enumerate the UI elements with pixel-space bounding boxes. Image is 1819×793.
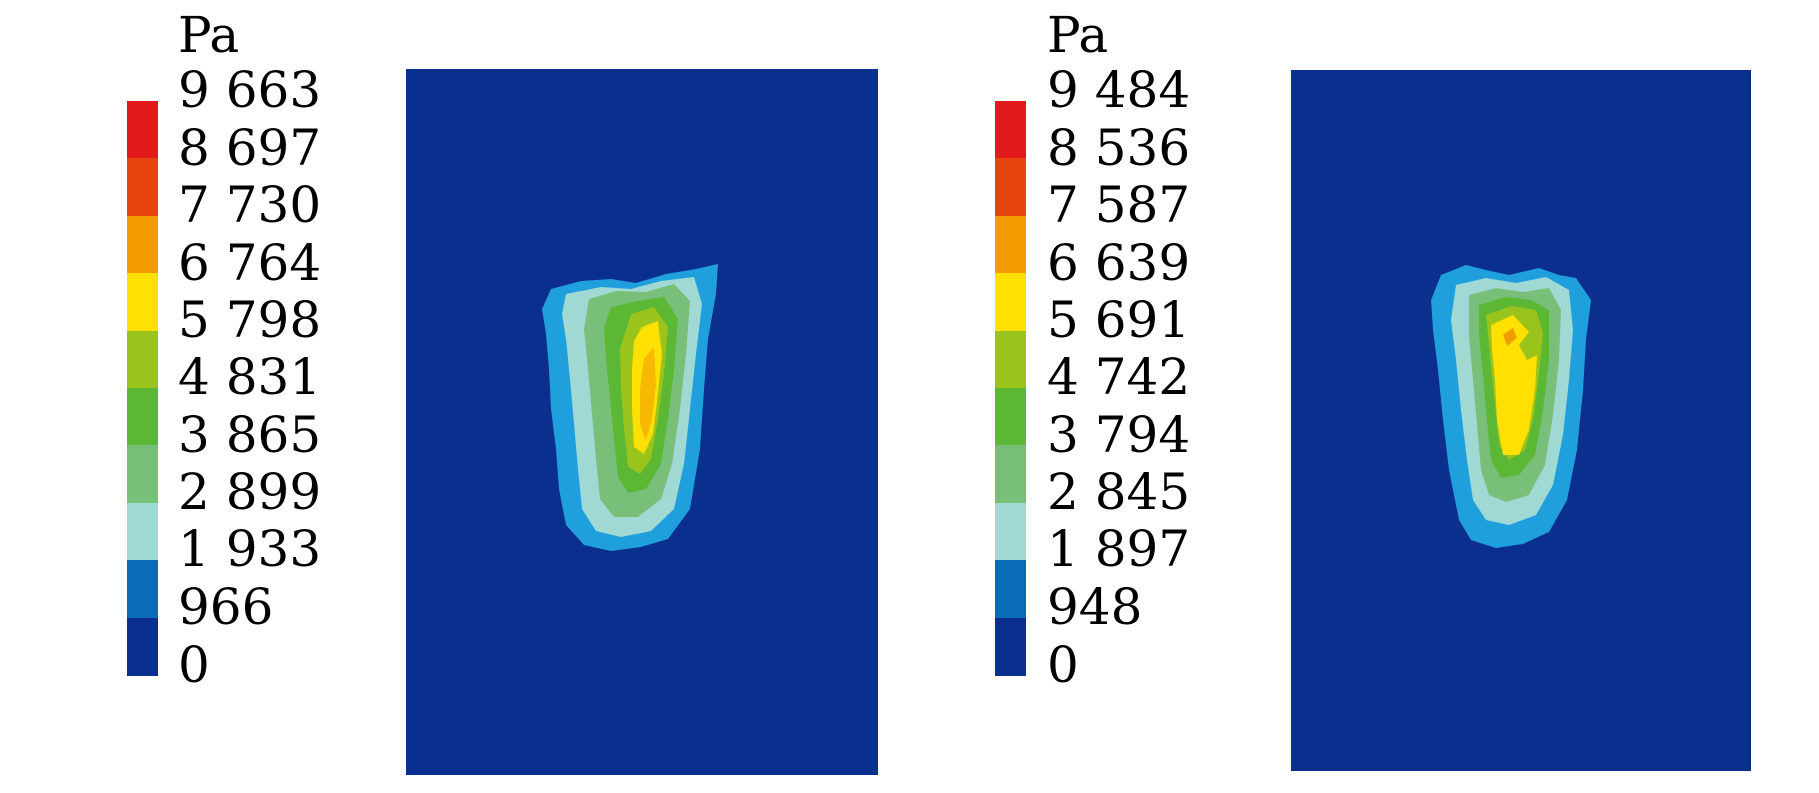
colorbar-swatch xyxy=(995,617,1026,676)
colorbar-swatch xyxy=(995,273,1026,332)
colorbar-swatch xyxy=(127,617,158,676)
colorbar-tick-label: 7 730 xyxy=(178,176,322,234)
colorbar-swatch xyxy=(995,388,1026,446)
colorbar-swatch xyxy=(127,502,158,561)
colorbar-tick-label: 5 798 xyxy=(178,291,322,349)
contour-level-6639 xyxy=(1503,328,1517,346)
colorbar-tick-label: 0 xyxy=(178,636,210,694)
colorbar-tick-label: 2 845 xyxy=(1047,463,1191,521)
colorbar-tick-label: 3 865 xyxy=(178,406,322,464)
colorbar-swatch xyxy=(995,560,1026,619)
colorbar-tick-label: 6 764 xyxy=(178,234,322,292)
colorbar-swatch xyxy=(995,445,1026,504)
pressure-panel-left: Pa 9 663 8 697 7 730 6 764 5 798 4 831 3 865 2 … xyxy=(0,0,900,793)
contour-plot xyxy=(1291,70,1751,771)
colorbar-tick-label: 9 663 xyxy=(178,61,322,119)
colorbar-swatch xyxy=(127,445,158,504)
colorbar-tick-label: 8 697 xyxy=(178,119,322,177)
contour-svg xyxy=(406,69,878,775)
colorbar-swatch xyxy=(995,502,1026,561)
colorbar-tick-label: 7 587 xyxy=(1047,176,1191,234)
legend-unit: Pa xyxy=(178,6,240,64)
colorbar-tick-label: 1 897 xyxy=(1047,520,1191,578)
colorbar-tick-label: 6 639 xyxy=(1047,234,1191,292)
colorbar-tick-label: 4 742 xyxy=(1047,348,1191,406)
colorbar-tick-label: 3 794 xyxy=(1047,406,1191,464)
colorbar-swatch xyxy=(995,215,1026,274)
colorbar-tick-label: 0 xyxy=(1047,636,1079,694)
colorbar-swatch xyxy=(127,215,158,274)
colorbar-swatch xyxy=(995,158,1026,217)
contour-level-6764 xyxy=(640,347,656,441)
colorbar-tick-label: 8 536 xyxy=(1047,119,1191,177)
colorbar-tick-label: 2 899 xyxy=(178,463,322,521)
colorbar xyxy=(127,101,158,768)
colorbar-swatch xyxy=(127,101,158,159)
contour-svg xyxy=(1291,70,1751,771)
colorbar-tick-label: 948 xyxy=(1047,578,1143,636)
contour-plot xyxy=(406,69,878,775)
colorbar-swatch xyxy=(995,101,1026,159)
colorbar xyxy=(995,101,1026,768)
colorbar-swatch xyxy=(995,330,1026,389)
colorbar-tick-label: 966 xyxy=(178,578,274,636)
colorbar-tick-label: 4 831 xyxy=(178,348,322,406)
contour-level-5691 xyxy=(1491,315,1537,455)
colorbar-swatch xyxy=(127,158,158,217)
colorbar-tick-label: 1 933 xyxy=(178,520,322,578)
legend-unit: Pa xyxy=(1047,6,1109,64)
colorbar-swatch xyxy=(127,330,158,389)
colorbar-swatch xyxy=(127,388,158,446)
colorbar-tick-label: 9 484 xyxy=(1047,61,1191,119)
colorbar-tick-label: 5 691 xyxy=(1047,291,1191,349)
colorbar-swatch xyxy=(127,273,158,332)
colorbar-swatch xyxy=(127,560,158,619)
